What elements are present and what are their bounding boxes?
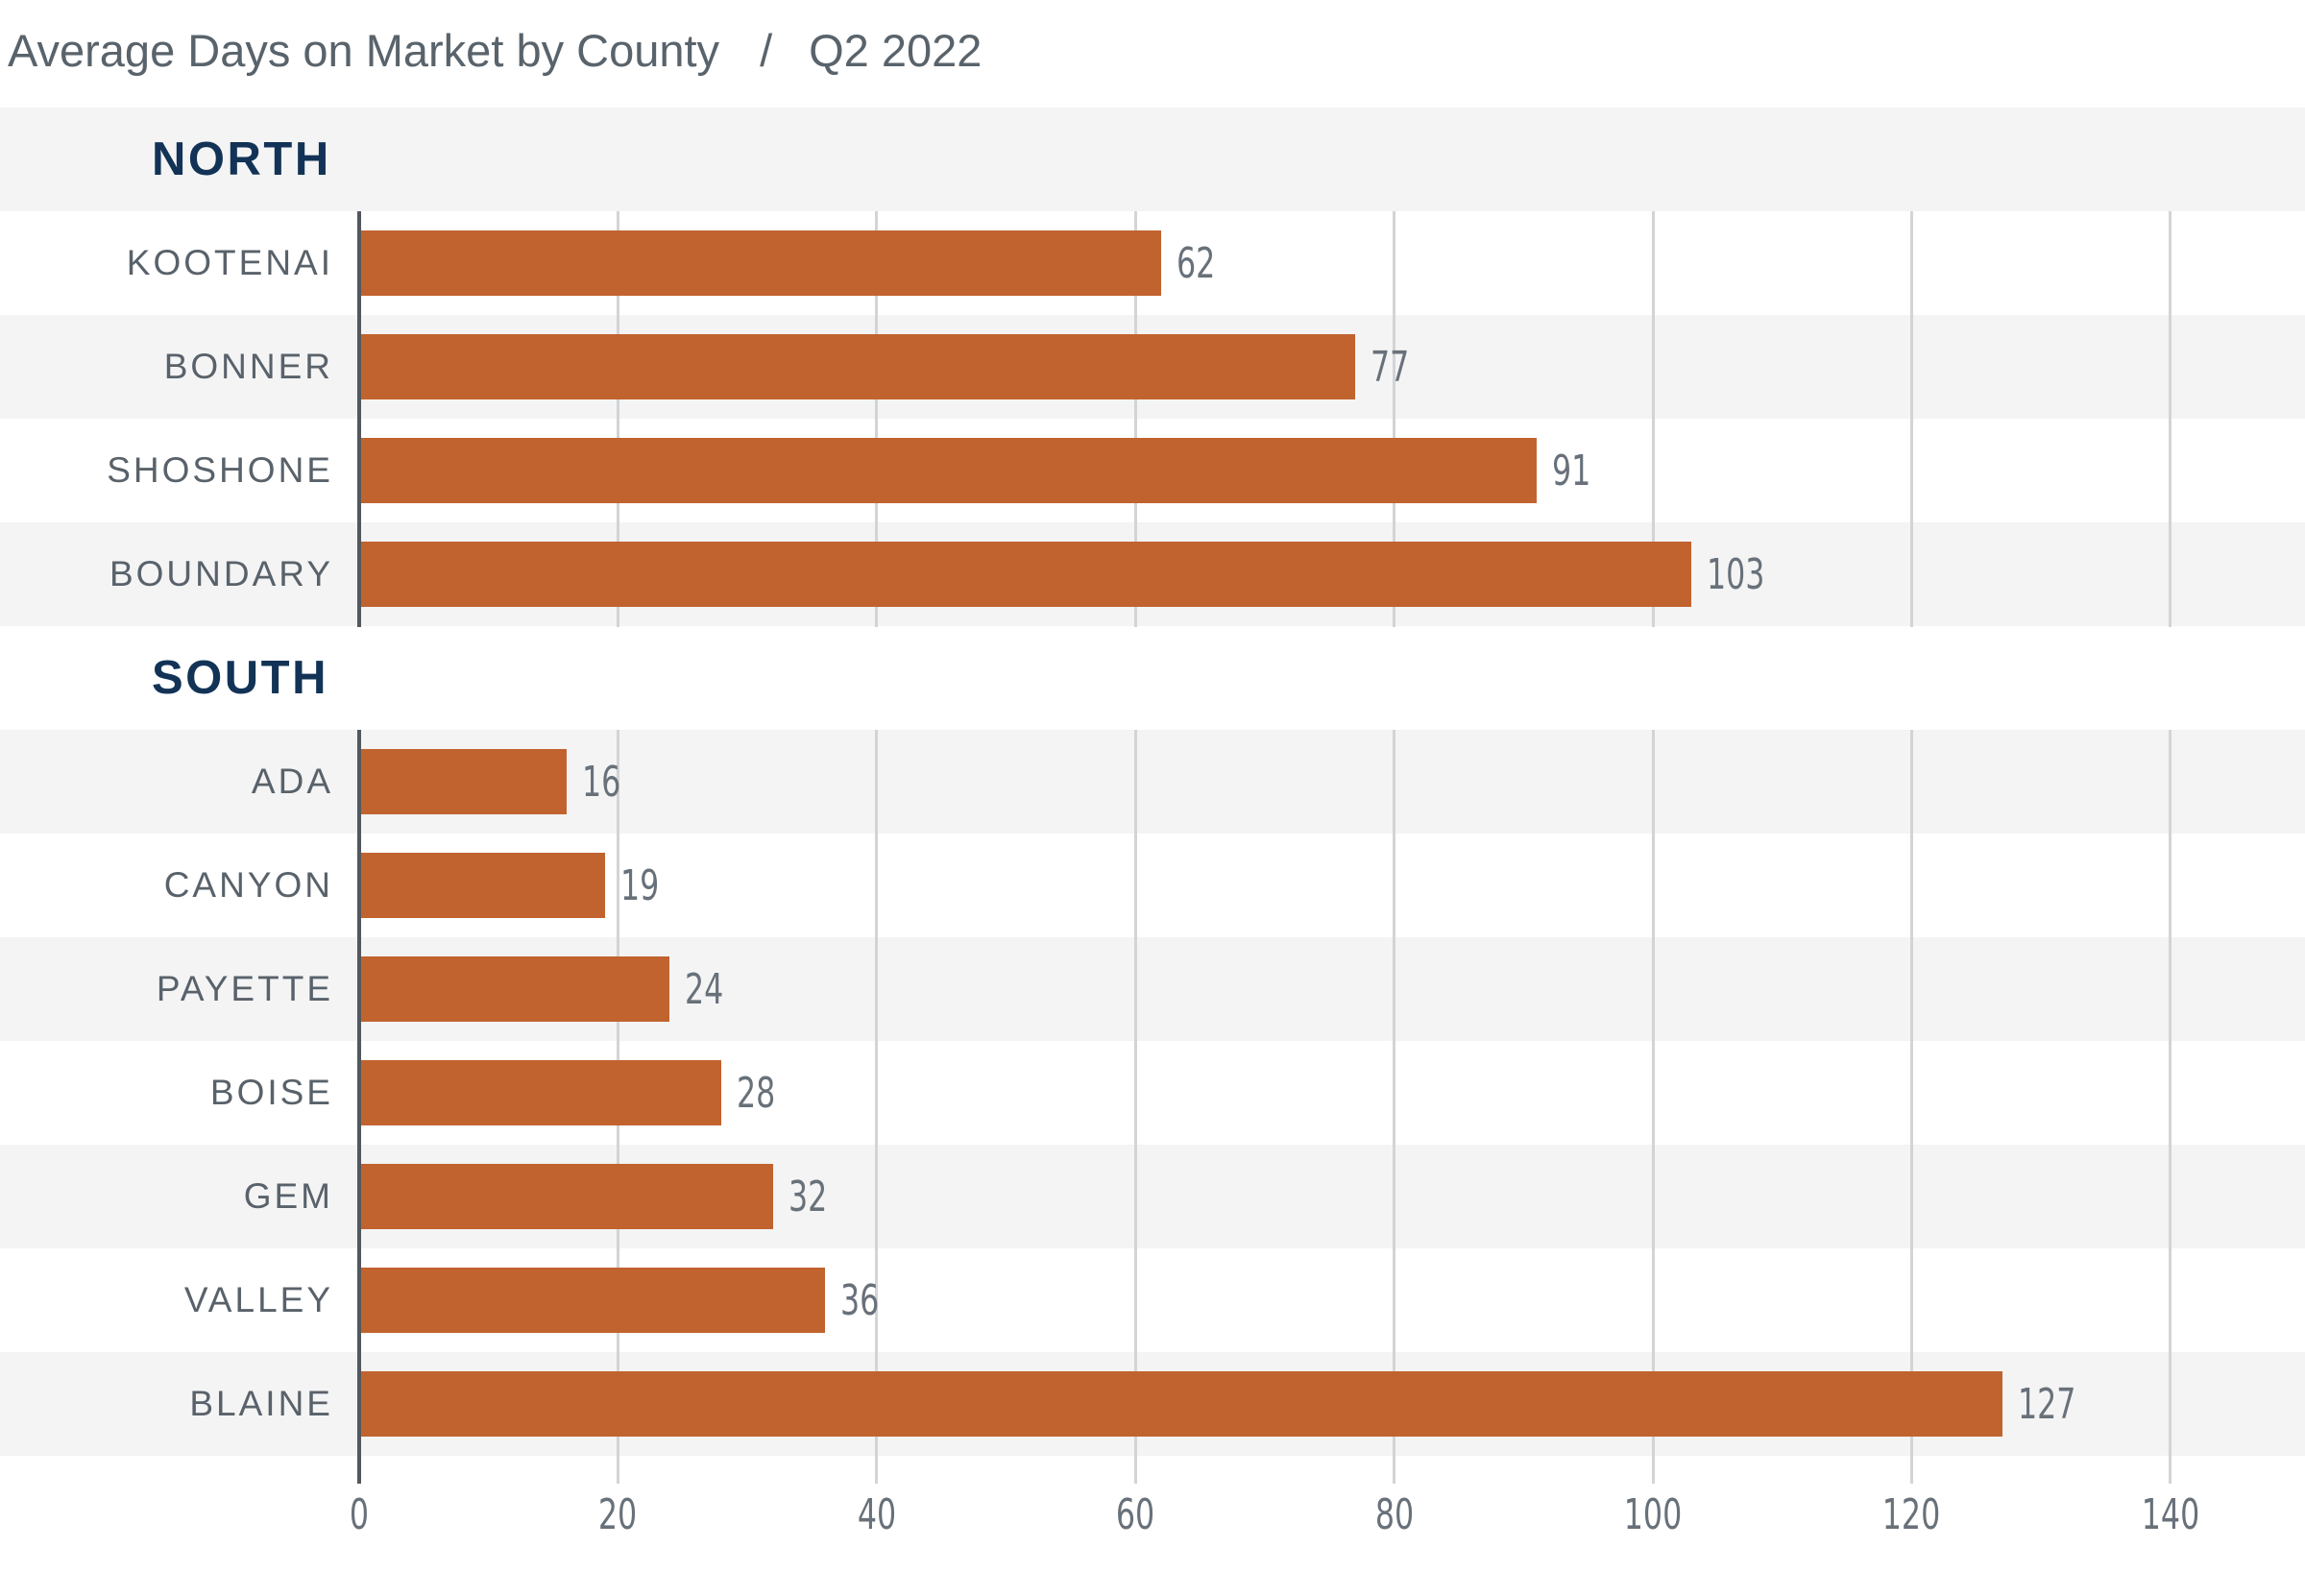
tick-label: 120 — [1881, 1490, 1941, 1539]
county-label: BONNER — [163, 347, 333, 386]
value-bar — [361, 334, 1355, 399]
value-bar — [361, 1268, 825, 1333]
chart-row-gem: GEM 32 — [0, 1145, 2305, 1248]
chart-row-canyon: CANYON 19 — [0, 834, 2305, 937]
y-axis-line-south — [357, 730, 361, 1484]
section-header-south-label: SOUTH — [152, 652, 328, 704]
value-bar — [361, 853, 605, 918]
chart-title-separator: / — [760, 25, 773, 76]
value-bar — [361, 230, 1161, 296]
value-label: 36 — [840, 1275, 880, 1325]
y-axis-line-north — [357, 211, 361, 627]
chart-row-valley: VALLEY 36 — [0, 1248, 2305, 1352]
tick-label: 40 — [857, 1490, 897, 1539]
value-label: 24 — [685, 964, 724, 1014]
tick-label: 60 — [1115, 1490, 1155, 1539]
chart-title: Average Days on Market by County / Q2 2022 — [8, 21, 982, 81]
section-header-north-label: NORTH — [152, 133, 331, 185]
tick-label: 80 — [1374, 1490, 1415, 1539]
value-bar — [361, 956, 669, 1022]
section-header-north: NORTH — [0, 108, 2305, 211]
county-label: ADA — [251, 762, 333, 801]
value-label: 77 — [1371, 342, 1410, 392]
value-bar — [361, 749, 567, 814]
value-bar — [361, 542, 1691, 607]
tick-label: 20 — [597, 1490, 638, 1539]
chart-row-boundary: BOUNDARY 103 — [0, 522, 2305, 626]
county-label: VALLEY — [183, 1280, 333, 1319]
value-label: 28 — [737, 1068, 776, 1118]
value-label: 62 — [1177, 238, 1216, 288]
tick-label: 0 — [349, 1490, 370, 1539]
value-label: 19 — [620, 860, 660, 910]
tick-label: 140 — [2141, 1490, 2200, 1539]
value-bar — [361, 1060, 721, 1125]
x-axis-tick-labels: 0 20 40 60 80 100 120 140 — [0, 1490, 2305, 1548]
chart-row-payette: PAYETTE 24 — [0, 937, 2305, 1041]
value-label: 32 — [789, 1172, 828, 1221]
chart-title-main: Average Days on Market by County — [8, 25, 720, 76]
chart-row-kootenai: KOOTENAI 62 — [0, 211, 2305, 315]
county-label: CANYON — [163, 865, 333, 905]
value-label: 127 — [2018, 1379, 2076, 1429]
county-label: BLAINE — [189, 1384, 333, 1423]
county-label: BOISE — [209, 1073, 333, 1112]
county-label: SHOSHONE — [107, 450, 333, 490]
chart-row-bonner: BONNER 77 — [0, 315, 2305, 419]
value-bar — [361, 438, 1537, 503]
chart-row-boise: BOISE 28 — [0, 1041, 2305, 1145]
county-label: GEM — [243, 1176, 333, 1216]
county-label: KOOTENAI — [126, 243, 333, 282]
value-bar — [361, 1164, 773, 1229]
value-label: 91 — [1552, 446, 1591, 496]
value-bar — [361, 1371, 2002, 1437]
chart-title-period: Q2 2022 — [809, 25, 983, 76]
section-header-south: SOUTH — [0, 626, 2305, 730]
tick-label: 100 — [1623, 1490, 1683, 1539]
chart-row-blaine: BLAINE 127 — [0, 1352, 2305, 1456]
chart-rows: NORTH KOOTENAI 62 BONNER 77 SHOSHONE 91 — [0, 108, 2305, 1456]
chart-row-shoshone: SHOSHONE 91 — [0, 419, 2305, 522]
county-label: PAYETTE — [156, 969, 333, 1008]
chart-row-ada: ADA 16 — [0, 730, 2305, 834]
county-label: BOUNDARY — [109, 554, 333, 593]
value-label: 103 — [1707, 549, 1765, 599]
value-label: 16 — [582, 757, 621, 807]
